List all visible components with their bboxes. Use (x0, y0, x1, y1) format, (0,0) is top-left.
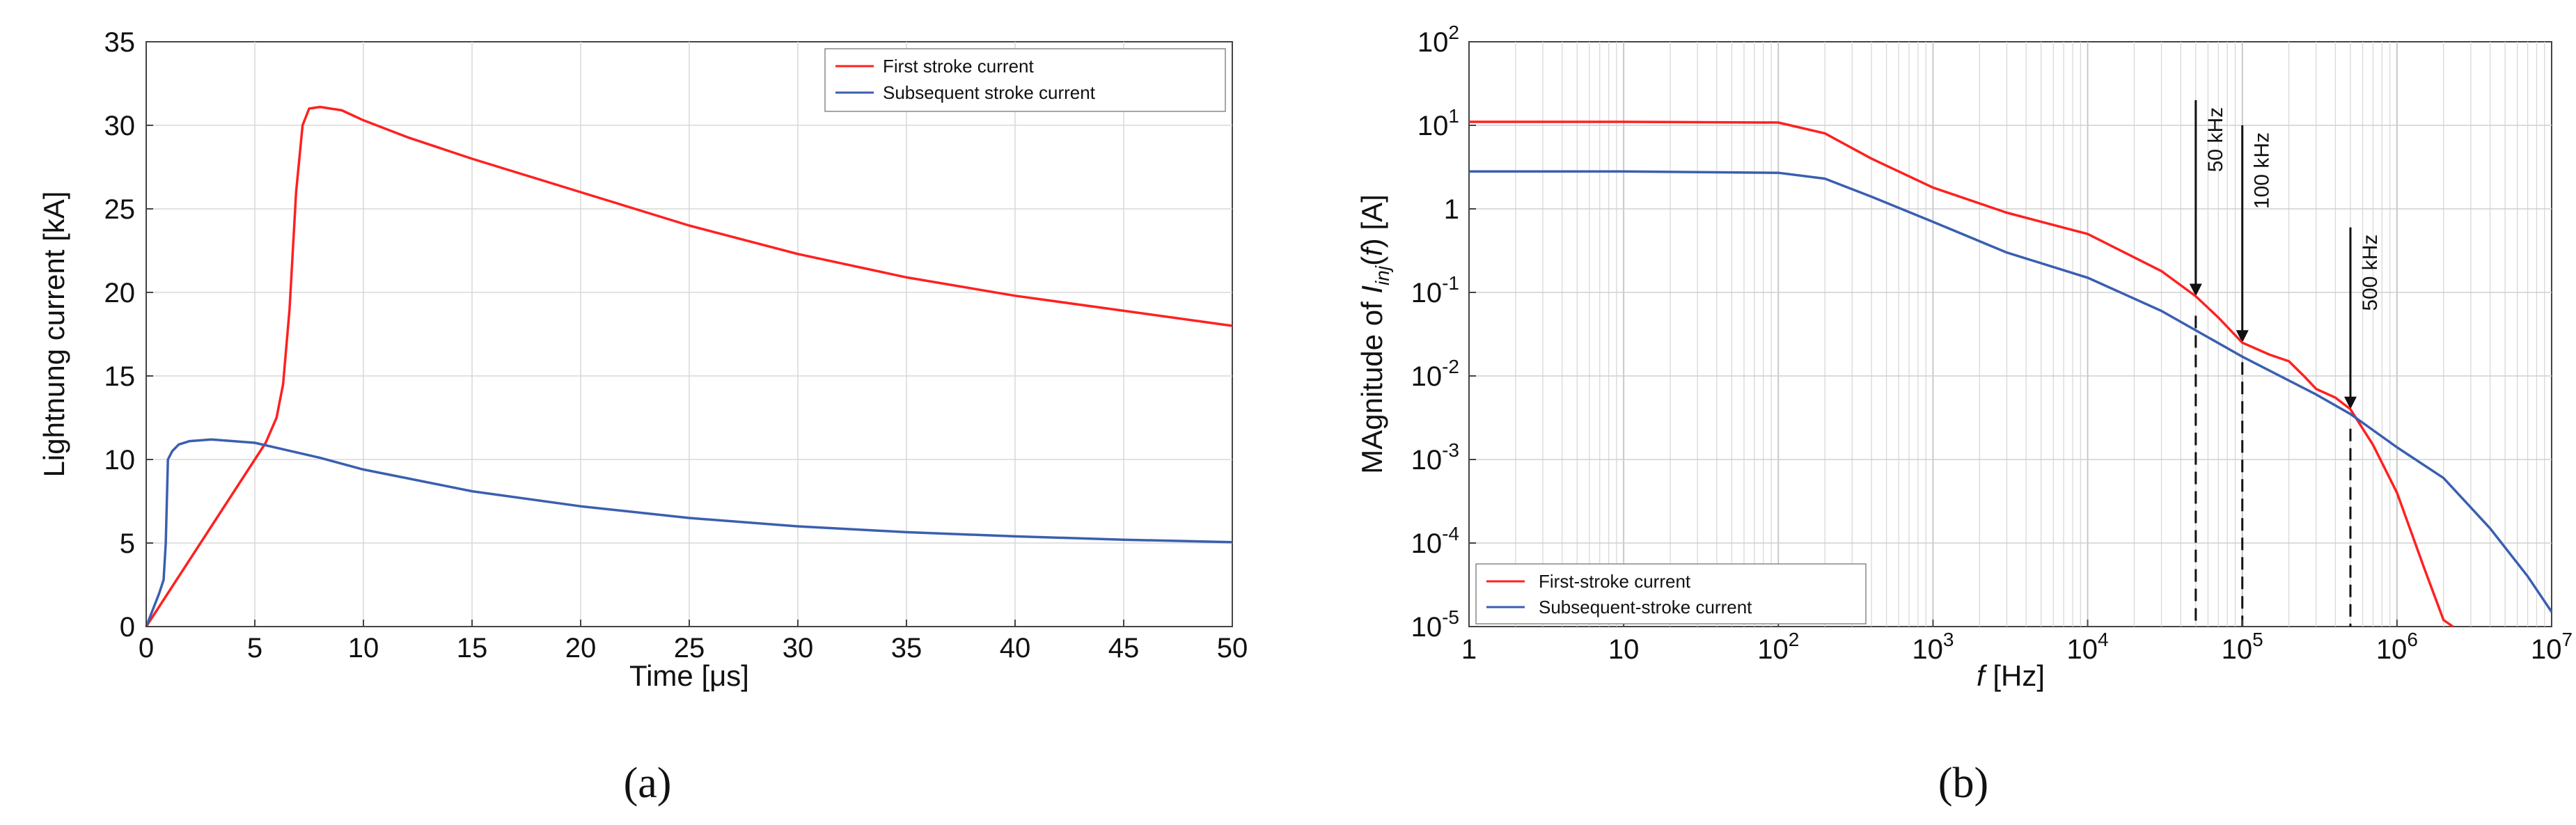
y-tick-label: 10-4 (1411, 523, 1459, 559)
caption-a: (a) (624, 760, 672, 807)
x-tick-label: 103 (1912, 629, 1954, 665)
x-tick-label: 105 (2222, 629, 2263, 665)
y-tick-label: 5 (120, 528, 135, 559)
y-axis-label-b: MAgnitude of Iinj(f) [A] (1356, 194, 1393, 474)
legend-b: First-stroke current Subsequent-stroke c… (1475, 563, 1867, 624)
x-tick-label: 102 (1757, 629, 1799, 665)
annotations-b: 50 kHz 100 kHz 500 kHz (2189, 100, 2382, 627)
y-tick-label: 10-5 (1411, 606, 1459, 643)
x-tick-label: 5 (247, 633, 262, 663)
x-tick-label: 30 (783, 633, 814, 663)
grid-a (146, 42, 1232, 627)
y-tick-label: 10-3 (1411, 439, 1459, 476)
y-tick-label: 101 (1417, 105, 1459, 141)
y-tick-label: 25 (104, 194, 136, 225)
y-tick-label: 15 (104, 361, 136, 392)
legend-label-first-stroke: First stroke current (883, 56, 1034, 77)
x-tick-label: 45 (1108, 633, 1140, 663)
y-tick-label: 0 (120, 612, 135, 643)
series-group-a (145, 105, 1233, 627)
x-tick-label: 35 (891, 633, 922, 663)
series-group-b (1469, 120, 2553, 628)
x-tick-label: 15 (457, 633, 488, 663)
grid-b (1469, 42, 2552, 627)
legend-box-b (1475, 563, 1867, 624)
x-axis-label-b: f [Hz] (1977, 659, 2045, 692)
x-tick-label: 106 (2376, 629, 2418, 665)
y-tick-label: 30 (104, 111, 136, 141)
x-tick-label: 50 (1217, 633, 1248, 663)
series-line-subsequent-stroke-b (1469, 170, 2553, 613)
plot-area-b (1468, 41, 2552, 627)
x-tick-label: 1 (1461, 634, 1477, 665)
x-tick-label: 0 (139, 633, 154, 663)
legend-label-subsequent-stroke-b: Subsequent-stroke current (1539, 597, 1752, 618)
legend-box-a (824, 48, 1226, 112)
caption-b: (b) (1938, 760, 1988, 807)
ticks-a: 0 5 10 15 20 25 30 35 40 45 50 0 5 10 15 20 25 30 35 (104, 27, 1248, 663)
x-tick-label: 10 (1608, 634, 1640, 665)
y-tick-label: 20 (104, 278, 136, 308)
x-tick-label: 107 (2531, 629, 2573, 665)
annotation-arrowhead (2189, 283, 2202, 297)
x-tick-label: 40 (1000, 633, 1031, 663)
series-line-subsequent-stroke (145, 438, 1233, 627)
series-line-first-stroke-b (1469, 120, 2454, 628)
y-tick-label: 1 (1444, 194, 1459, 225)
x-tick-label: 10 (348, 633, 379, 663)
y-tick-label: 10 (104, 445, 136, 476)
x-tick-label: 25 (674, 633, 705, 663)
legend-label-subsequent-stroke: Subsequent stroke current (883, 82, 1096, 103)
x-tick-label: 104 (2067, 629, 2109, 665)
y-tick-label: 102 (1417, 22, 1459, 58)
series-line-first-stroke (145, 105, 1233, 627)
annotation-arrowhead (2236, 330, 2249, 343)
annotation-arrowhead (2343, 396, 2357, 409)
y-tick-label: 35 (104, 27, 136, 58)
x-tick-label: 20 (565, 633, 597, 663)
y-tick-label: 10-2 (1411, 356, 1459, 392)
x-axis-label-a: Time [μs] (629, 659, 749, 692)
annotation-label: 500 kHz (2359, 235, 2382, 311)
annotation-label: 50 kHz (2204, 107, 2227, 172)
legend-a: First stroke current Subsequent stroke c… (824, 48, 1226, 112)
annotation-label: 100 kHz (2251, 132, 2274, 209)
legend-label-first-stroke-b: First-stroke current (1539, 571, 1691, 592)
y-axis-label-a: Lightnung current [kA] (38, 191, 70, 478)
panel-a: 0 5 10 15 20 25 30 35 40 45 50 0 5 10 15 20 25 30 35 Time … (38, 27, 1248, 807)
ticks-b: 1 10 102 103 104 105 106 107 10-5 10-4 10-3 10-2 10-… (1411, 22, 2573, 665)
y-tick-label: 10-1 (1411, 272, 1459, 308)
